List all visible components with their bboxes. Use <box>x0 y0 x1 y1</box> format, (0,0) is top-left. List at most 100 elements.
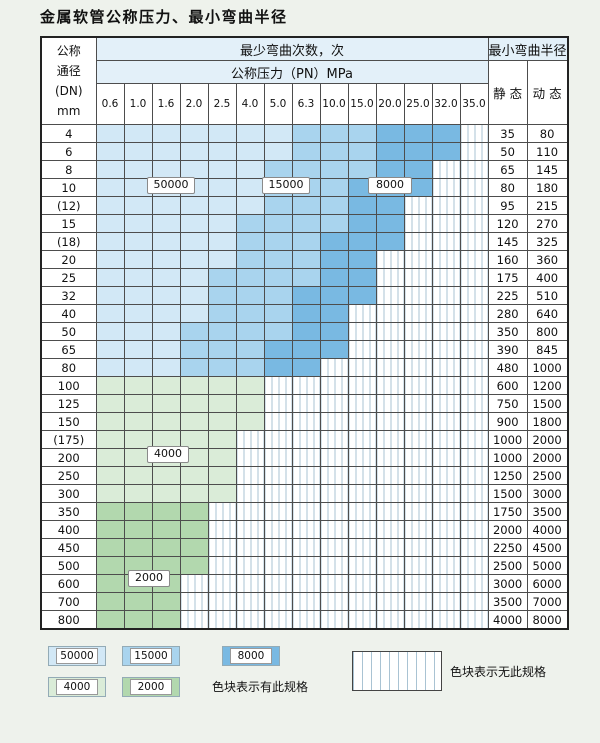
spec-cell-unavailable <box>263 376 293 395</box>
spec-cell-unavailable <box>235 556 265 575</box>
static-radius-cell: 175 <box>487 268 528 287</box>
spec-cell-available <box>95 430 125 449</box>
spec-cell-unavailable <box>431 250 461 269</box>
spec-cell-unavailable <box>431 232 461 251</box>
spec-cell-unavailable <box>375 556 405 575</box>
spec-cell-available <box>123 412 153 431</box>
spec-cell-unavailable <box>459 322 489 341</box>
spec-cell-unavailable <box>291 574 321 593</box>
spec-cell-available <box>95 214 125 233</box>
spec-cell-available <box>151 466 181 485</box>
spec-cell-unavailable <box>347 520 377 539</box>
spec-cell-available <box>207 322 237 341</box>
spec-cell-unavailable <box>263 484 293 503</box>
spec-cell-available <box>319 340 349 359</box>
spec-cell-unavailable <box>431 286 461 305</box>
spec-cell-available <box>123 250 153 269</box>
spec-cell-available <box>319 196 349 215</box>
spec-cell-unavailable <box>347 538 377 557</box>
spec-cell-unavailable <box>403 214 433 233</box>
spec-cell-available <box>95 196 125 215</box>
spec-cell-unavailable <box>347 412 377 431</box>
spec-cell-unavailable <box>375 304 405 323</box>
spec-cell-available <box>291 196 321 215</box>
dn-cell: 400 <box>40 520 97 539</box>
spec-cell-available <box>235 178 265 197</box>
spec-cell-unavailable <box>375 520 405 539</box>
dn-cell: 200 <box>40 448 97 467</box>
spec-cell-available <box>151 304 181 323</box>
spec-cell-available <box>123 484 153 503</box>
spec-cell-unavailable <box>403 592 433 611</box>
spec-cell-available <box>319 268 349 287</box>
spec-cell-unavailable <box>459 610 489 630</box>
spec-cell-available <box>179 250 209 269</box>
legend-item-2000: 2000 <box>122 677 180 697</box>
spec-cell-available <box>235 124 265 143</box>
spec-cell-unavailable <box>291 484 321 503</box>
spec-cell-unavailable <box>207 520 237 539</box>
static-header: 静 态 <box>487 60 528 125</box>
spec-cell-unavailable <box>375 502 405 521</box>
spec-cell-unavailable <box>431 160 461 179</box>
spec-cell-available <box>431 124 461 143</box>
pressure-col-header: 10.0 <box>319 83 349 125</box>
spec-cell-available <box>347 142 377 161</box>
spec-cell-available <box>179 160 209 179</box>
pressure-col-header: 5.0 <box>263 83 293 125</box>
legend-unavailable-swatch <box>352 651 442 691</box>
spec-cell-unavailable <box>263 394 293 413</box>
spec-cell-unavailable <box>403 610 433 630</box>
spec-cell-unavailable <box>431 178 461 197</box>
spec-cell-available <box>123 538 153 557</box>
dn-cell: 350 <box>40 502 97 521</box>
spec-cell-unavailable <box>431 466 461 485</box>
spec-cell-available <box>347 268 377 287</box>
dn-header-line: 通径 <box>56 64 81 78</box>
spec-cell-available <box>151 160 181 179</box>
spec-cell-unavailable <box>207 592 237 611</box>
pressure-col-header: 1.6 <box>151 83 181 125</box>
dynamic-radius-cell: 845 <box>526 340 569 359</box>
spec-cell-available <box>263 250 293 269</box>
spec-cell-available <box>123 178 153 197</box>
spec-cell-unavailable <box>403 394 433 413</box>
spec-cell-available <box>263 358 293 377</box>
spec-cell-unavailable <box>263 466 293 485</box>
dn-cell: 65 <box>40 340 97 359</box>
spec-cell-available <box>263 232 293 251</box>
pressure-col-header: 6.3 <box>291 83 321 125</box>
spec-cell-unavailable <box>263 556 293 575</box>
spec-cell-available <box>319 160 349 179</box>
spec-cell-unavailable <box>431 340 461 359</box>
spec-cell-unavailable <box>431 502 461 521</box>
static-radius-cell: 1000 <box>487 430 528 449</box>
dynamic-radius-cell: 110 <box>526 142 569 161</box>
spec-cell-available <box>179 340 209 359</box>
static-radius-cell: 480 <box>487 358 528 377</box>
spec-cell-available <box>179 376 209 395</box>
legend-item-label: 2000 <box>130 679 172 695</box>
table-row: 400 2000 4000 <box>40 520 569 539</box>
spec-cell-available <box>347 124 377 143</box>
dn-cell: 450 <box>40 538 97 557</box>
table-body: 4 35 80 6 50 110 8 65 145 10 80 180 (12) 95 215 15 120 27… <box>40 124 569 630</box>
spec-cell-available <box>123 448 153 467</box>
spec-cell-available <box>207 232 237 251</box>
spec-cell-available <box>151 610 181 630</box>
spec-cell-available <box>123 376 153 395</box>
spec-cell-unavailable <box>375 394 405 413</box>
spec-cell-unavailable <box>235 574 265 593</box>
dynamic-radius-cell: 2500 <box>526 466 569 485</box>
spec-cell-unavailable <box>235 430 265 449</box>
spec-cell-unavailable <box>403 340 433 359</box>
spec-cell-unavailable <box>431 394 461 413</box>
dn-cell: (18) <box>40 232 97 251</box>
spec-cell-unavailable <box>235 592 265 611</box>
spec-cell-available <box>235 250 265 269</box>
static-radius-cell: 900 <box>487 412 528 431</box>
spec-cell-available <box>375 214 405 233</box>
pressure-col-header: 1.0 <box>123 83 153 125</box>
spec-cell-available <box>123 286 153 305</box>
spec-cell-unavailable <box>403 538 433 557</box>
